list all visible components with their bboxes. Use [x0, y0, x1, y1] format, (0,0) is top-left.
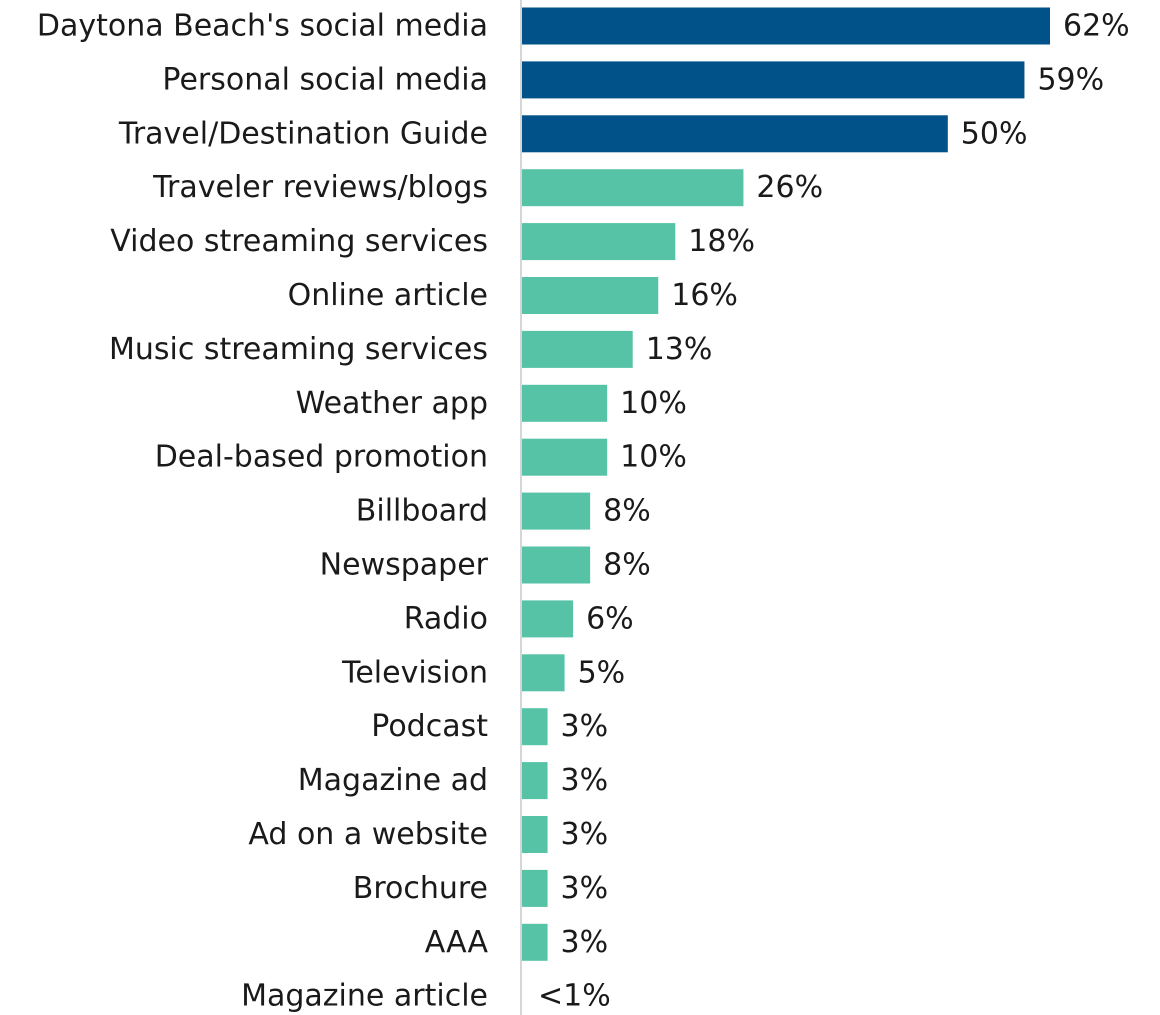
bar: [522, 870, 548, 907]
bar: [522, 331, 633, 368]
value-label: 26%: [756, 170, 823, 205]
value-label: 62%: [1063, 9, 1130, 44]
bar: [522, 708, 548, 745]
category-label: Music streaming services: [109, 332, 488, 367]
category-label: Podcast: [371, 709, 488, 744]
value-label: 3%: [561, 817, 609, 852]
value-labels: 62% 59% 50% 26%18% 16% 13% 10% 10% 8% 8% 6% 5% 3% 3% 3…: [538, 9, 1130, 1014]
bar: [522, 547, 590, 584]
bar: [522, 223, 675, 260]
value-label: 10%: [620, 440, 687, 475]
category-label: Video streaming services: [110, 224, 488, 259]
bar: [522, 762, 548, 799]
category-label: Newspaper: [320, 548, 489, 583]
value-label: 18%: [688, 224, 755, 259]
bar: [522, 61, 1024, 98]
category-label: Weather app: [296, 386, 488, 421]
value-label: 8%: [603, 548, 651, 583]
category-labels: Daytona Beach's social media Personal soc…: [37, 9, 489, 1014]
bar: [522, 169, 743, 206]
value-label: 8%: [603, 494, 651, 529]
value-label: 3%: [561, 871, 609, 906]
value-label: <1%: [538, 979, 611, 1014]
value-label: 16%: [671, 278, 738, 313]
bar: [522, 439, 607, 476]
category-label: Daytona Beach's social media: [37, 9, 488, 44]
category-label: Travel/Destination Guide: [118, 116, 488, 151]
value-label: 5%: [578, 655, 626, 690]
category-label: Radio: [404, 601, 488, 636]
category-label: Magazine ad: [298, 763, 488, 798]
category-label: Personal social media: [162, 62, 488, 97]
bar: [522, 115, 948, 152]
bar: [522, 493, 590, 530]
bar: [522, 600, 573, 637]
category-label: Magazine article: [241, 979, 488, 1014]
bar: [522, 8, 1050, 45]
bar: [522, 385, 607, 422]
bar: [522, 654, 565, 691]
value-label: 3%: [561, 925, 609, 960]
value-label: 6%: [586, 601, 634, 636]
category-label: AAA: [425, 925, 489, 960]
category-label: Ad on a website: [248, 817, 488, 852]
category-label: Traveler reviews/blogs: [152, 170, 488, 205]
value-label: 3%: [561, 763, 609, 798]
category-label: Brochure: [353, 871, 488, 906]
value-label: 10%: [620, 386, 687, 421]
value-label: 59%: [1037, 62, 1104, 97]
bar: [522, 277, 658, 314]
value-label: 50%: [961, 116, 1028, 151]
category-label: Television: [341, 655, 488, 690]
category-label: Online article: [288, 278, 488, 313]
value-label: 3%: [561, 709, 609, 744]
category-label: Billboard: [356, 494, 488, 529]
bar: [522, 816, 548, 853]
category-label: Deal-based promotion: [155, 440, 488, 475]
value-label: 13%: [646, 332, 713, 367]
bar: [522, 924, 548, 961]
